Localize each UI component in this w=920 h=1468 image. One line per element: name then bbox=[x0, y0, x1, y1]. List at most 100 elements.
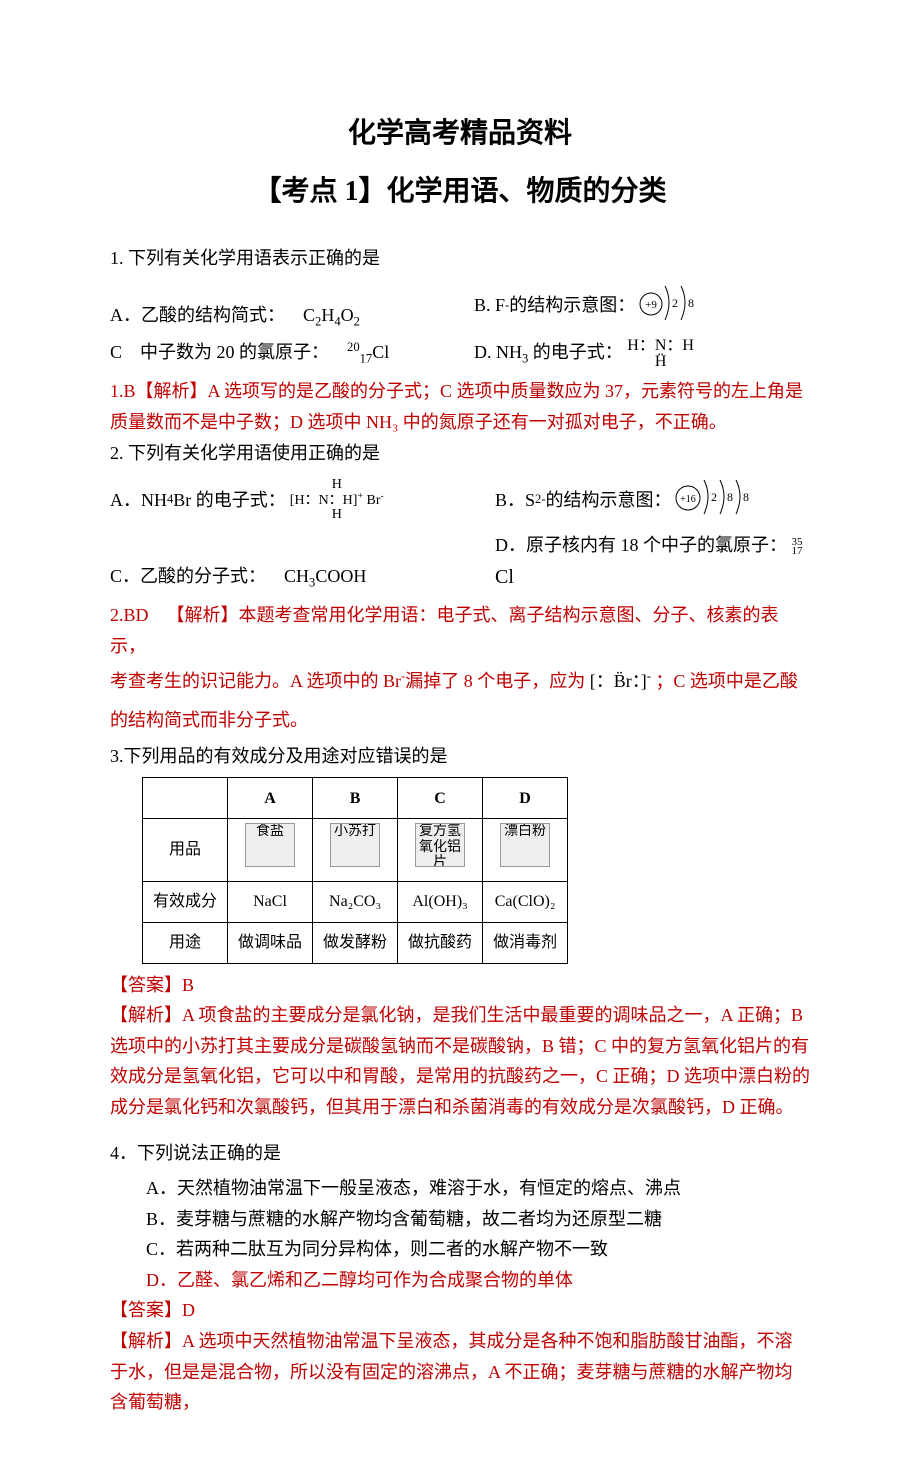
q2-A-p1: A．NH bbox=[110, 485, 167, 516]
table-row: 用品 食盐 小苏打 复方氢氧化铝片 漂白粉 bbox=[143, 819, 568, 881]
q1-analysis: 1.B【解析】A 选项写的是乙酸的分子式；C 选项中质量数应为 37，元素符号的… bbox=[110, 376, 810, 437]
th-B: B bbox=[313, 778, 398, 819]
bleach-icon: 漂白粉 bbox=[500, 823, 550, 867]
q1-A-s3: 2 bbox=[354, 315, 360, 329]
q1-optB: B. F-的结构示意图： +9 2 8 bbox=[474, 278, 810, 334]
q2-D-z: 17 bbox=[792, 545, 803, 557]
svg-text:+16: +16 bbox=[680, 494, 696, 505]
lewis-bromide-icon: [：B̈r：] bbox=[590, 671, 647, 691]
q2-B-pre: B．S bbox=[495, 485, 535, 516]
atom-diagram-icon: +9 2 8 bbox=[635, 278, 705, 334]
q2-analysis2: 考查考生的识记能力。A 选项中的 Br - 漏掉了 8 个电子，应为 [：B̈r：]… bbox=[110, 662, 810, 741]
q3-analysis: 【解析】A 项食盐的主要成分是氯化钠，是我们生活中最重要的调味品之一，A 正确；… bbox=[110, 1000, 810, 1122]
q2-C-pre: C．乙酸的分子式： CH bbox=[110, 566, 309, 586]
q1-A-m2: O bbox=[341, 305, 354, 325]
q1-B-post: 的结构示意图： bbox=[509, 290, 635, 321]
q2-D-el: Cl bbox=[495, 566, 514, 588]
cell: 做调味品 bbox=[228, 922, 313, 963]
product-image-cell: 小苏打 bbox=[313, 819, 398, 881]
table-row: 有效成分 NaCl Na₂CO₃ Al(OH)₃ Ca(ClO)₂ bbox=[143, 881, 568, 922]
page-title-2: 【考点 1】化学用语、物质的分类 bbox=[110, 168, 810, 216]
cell: Al(OH)₃ bbox=[398, 881, 483, 922]
q1-stem: 1. 下列有关化学用语表示正确的是 bbox=[110, 243, 810, 274]
q2-C-post: COOH bbox=[315, 566, 366, 586]
q1-D-l2: Ḧ bbox=[655, 353, 667, 370]
q3-stem: 3.下列用品的有效成分及用途对应错误的是 bbox=[110, 741, 810, 772]
img-cap: 食盐 bbox=[256, 824, 284, 839]
product-image-cell: 食盐 bbox=[228, 819, 313, 881]
q4-optB: B．麦芽糖与蔗糖的水解产物均含葡萄糖，故二者均为还原型二糖 bbox=[110, 1204, 810, 1235]
q4-optA: A．天然植物油常温下一般呈液态，难溶于水，有恒定的熔点、沸点 bbox=[110, 1173, 810, 1204]
document-page: 化学高考精品资料 【考点 1】化学用语、物质的分类 1. 下列有关化学用语表示正… bbox=[0, 0, 920, 1468]
svg-text:2: 2 bbox=[672, 296, 678, 310]
th-A: A bbox=[228, 778, 313, 819]
q3-table: A B C D 用品 食盐 小苏打 复方氢氧化铝片 漂白粉 有效成分 NaCl … bbox=[142, 777, 568, 963]
q2-an2a2: 漏掉了 8 个电子，应为 bbox=[405, 671, 585, 691]
img-cap: 复方氢氧化铝片 bbox=[419, 824, 461, 867]
q1-D-mid: 的电子式： bbox=[528, 342, 623, 362]
th-D: D bbox=[483, 778, 568, 819]
th-C: C bbox=[398, 778, 483, 819]
table-row: 用途 做调味品 做发酵粉 做抗酸药 做消毒剂 bbox=[143, 922, 568, 963]
product-image-cell: 复方氢氧化铝片 bbox=[398, 819, 483, 881]
cell: Ca(ClO)₂ bbox=[483, 881, 568, 922]
q1-C-z: 17 bbox=[360, 352, 373, 366]
svg-text:8: 8 bbox=[743, 490, 749, 504]
q4-optC: C．若两种二肽互为同分异构体，则二者的水解产物不一致 bbox=[110, 1234, 810, 1265]
q2-optD: D．原子核内有 18 个中子的氯原子： 35 17 Cl bbox=[495, 530, 810, 595]
q1-A-pre: A．乙酸的结构简式： C bbox=[110, 305, 315, 325]
row-label: 有效成分 bbox=[143, 881, 228, 922]
q2-br-sup: - bbox=[647, 669, 651, 683]
img-cap: 小苏打 bbox=[334, 824, 376, 839]
cell: 做抗酸药 bbox=[398, 922, 483, 963]
q2-row-AB: A．NH4Br 的电子式： H [H：N：H]+ Br- H B．S2-的结构示… bbox=[110, 472, 810, 528]
q4-stem: 4．下列说法正确的是 bbox=[110, 1138, 810, 1169]
img-cap: 漂白粉 bbox=[504, 824, 546, 839]
q2-A-dps: - bbox=[380, 491, 383, 502]
q2-optB: B．S2-的结构示意图： +16 2 8 8 bbox=[495, 472, 810, 528]
svg-text:8: 8 bbox=[727, 490, 733, 504]
soda-icon: 小苏打 bbox=[330, 823, 380, 867]
svg-text:8: 8 bbox=[688, 296, 694, 310]
q2-D-pre: D．原子核内有 18 个中子的氯原子： bbox=[495, 535, 787, 555]
row-label: 用途 bbox=[143, 922, 228, 963]
q1-optC: C 中子数为 20 的氯原子： 2017Cl bbox=[110, 337, 474, 370]
lewis-diagram-icon: H：N：H Ḧ bbox=[627, 338, 694, 370]
product-image-cell: 漂白粉 bbox=[483, 819, 568, 881]
row-label: 用品 bbox=[143, 819, 228, 881]
q3-answer: 【答案】B bbox=[110, 970, 810, 1001]
q1-C-pre: C 中子数为 20 的氯原子： bbox=[110, 342, 347, 362]
q1-D-l1: H：N：H bbox=[627, 337, 694, 354]
q2-row-CD: C．乙酸的分子式： CH3COOH D．原子核内有 18 个中子的氯原子： 35… bbox=[110, 530, 810, 595]
q2-A-l2: H bbox=[332, 507, 342, 522]
q2-optC: C．乙酸的分子式： CH3COOH bbox=[110, 561, 495, 594]
q1B-core: +9 bbox=[645, 299, 657, 311]
q1-B-pre: B. F bbox=[474, 290, 505, 321]
q2-A-dp: Br bbox=[363, 493, 381, 508]
cell: 做发酵粉 bbox=[313, 922, 398, 963]
lewis-diagram-icon: H [H：N：H]+ Br- H bbox=[290, 478, 384, 523]
page-title-1: 化学高考精品资料 bbox=[110, 110, 810, 158]
q1-C-el: Cl bbox=[372, 342, 389, 362]
cell: NaCl bbox=[228, 881, 313, 922]
q2-B-sup: 2- bbox=[535, 489, 546, 510]
q2-A-l1: [H：N：H] bbox=[290, 493, 358, 508]
q2-stem: 2. 下列有关化学用语使用正确的是 bbox=[110, 438, 810, 469]
aloh3-icon: 复方氢氧化铝片 bbox=[415, 823, 465, 867]
q2-B-post: 的结构示意图： bbox=[546, 485, 672, 516]
q1-row-AB: A．乙酸的结构简式： C2H4O2 B. F-的结构示意图： +9 2 8 bbox=[110, 278, 810, 334]
svg-text:2: 2 bbox=[711, 490, 717, 504]
q4-optD: D．乙醛、氯乙烯和乙二醇均可作为合成聚合物的单体 bbox=[110, 1265, 810, 1296]
q2-an2a: 考查考生的识记能力。A 选项中的 Br bbox=[110, 671, 401, 691]
q4-analysis: 【解析】A 选项中天然植物油常温下呈液态，其成分是各种不饱和脂肪酸甘油酯，不溶于… bbox=[110, 1326, 810, 1418]
cell: Na₂CO₃ bbox=[313, 881, 398, 922]
q1-row-CD: C 中子数为 20 的氯原子： 2017Cl D. NH3 的电子式： H：N：… bbox=[110, 337, 810, 370]
atom-diagram-icon: +16 2 8 8 bbox=[672, 472, 764, 528]
q2-A-l0: H bbox=[332, 477, 342, 492]
q1-D-pre: D. NH bbox=[474, 342, 522, 362]
q1-C-mass: 20 bbox=[347, 340, 360, 354]
q2-optA: A．NH4Br 的电子式： H [H：N：H]+ Br- H bbox=[110, 478, 495, 523]
q1-A-m1: H bbox=[321, 305, 334, 325]
q1-optA: A．乙酸的结构简式： C2H4O2 bbox=[110, 300, 474, 333]
salt-icon: 食盐 bbox=[245, 823, 295, 867]
